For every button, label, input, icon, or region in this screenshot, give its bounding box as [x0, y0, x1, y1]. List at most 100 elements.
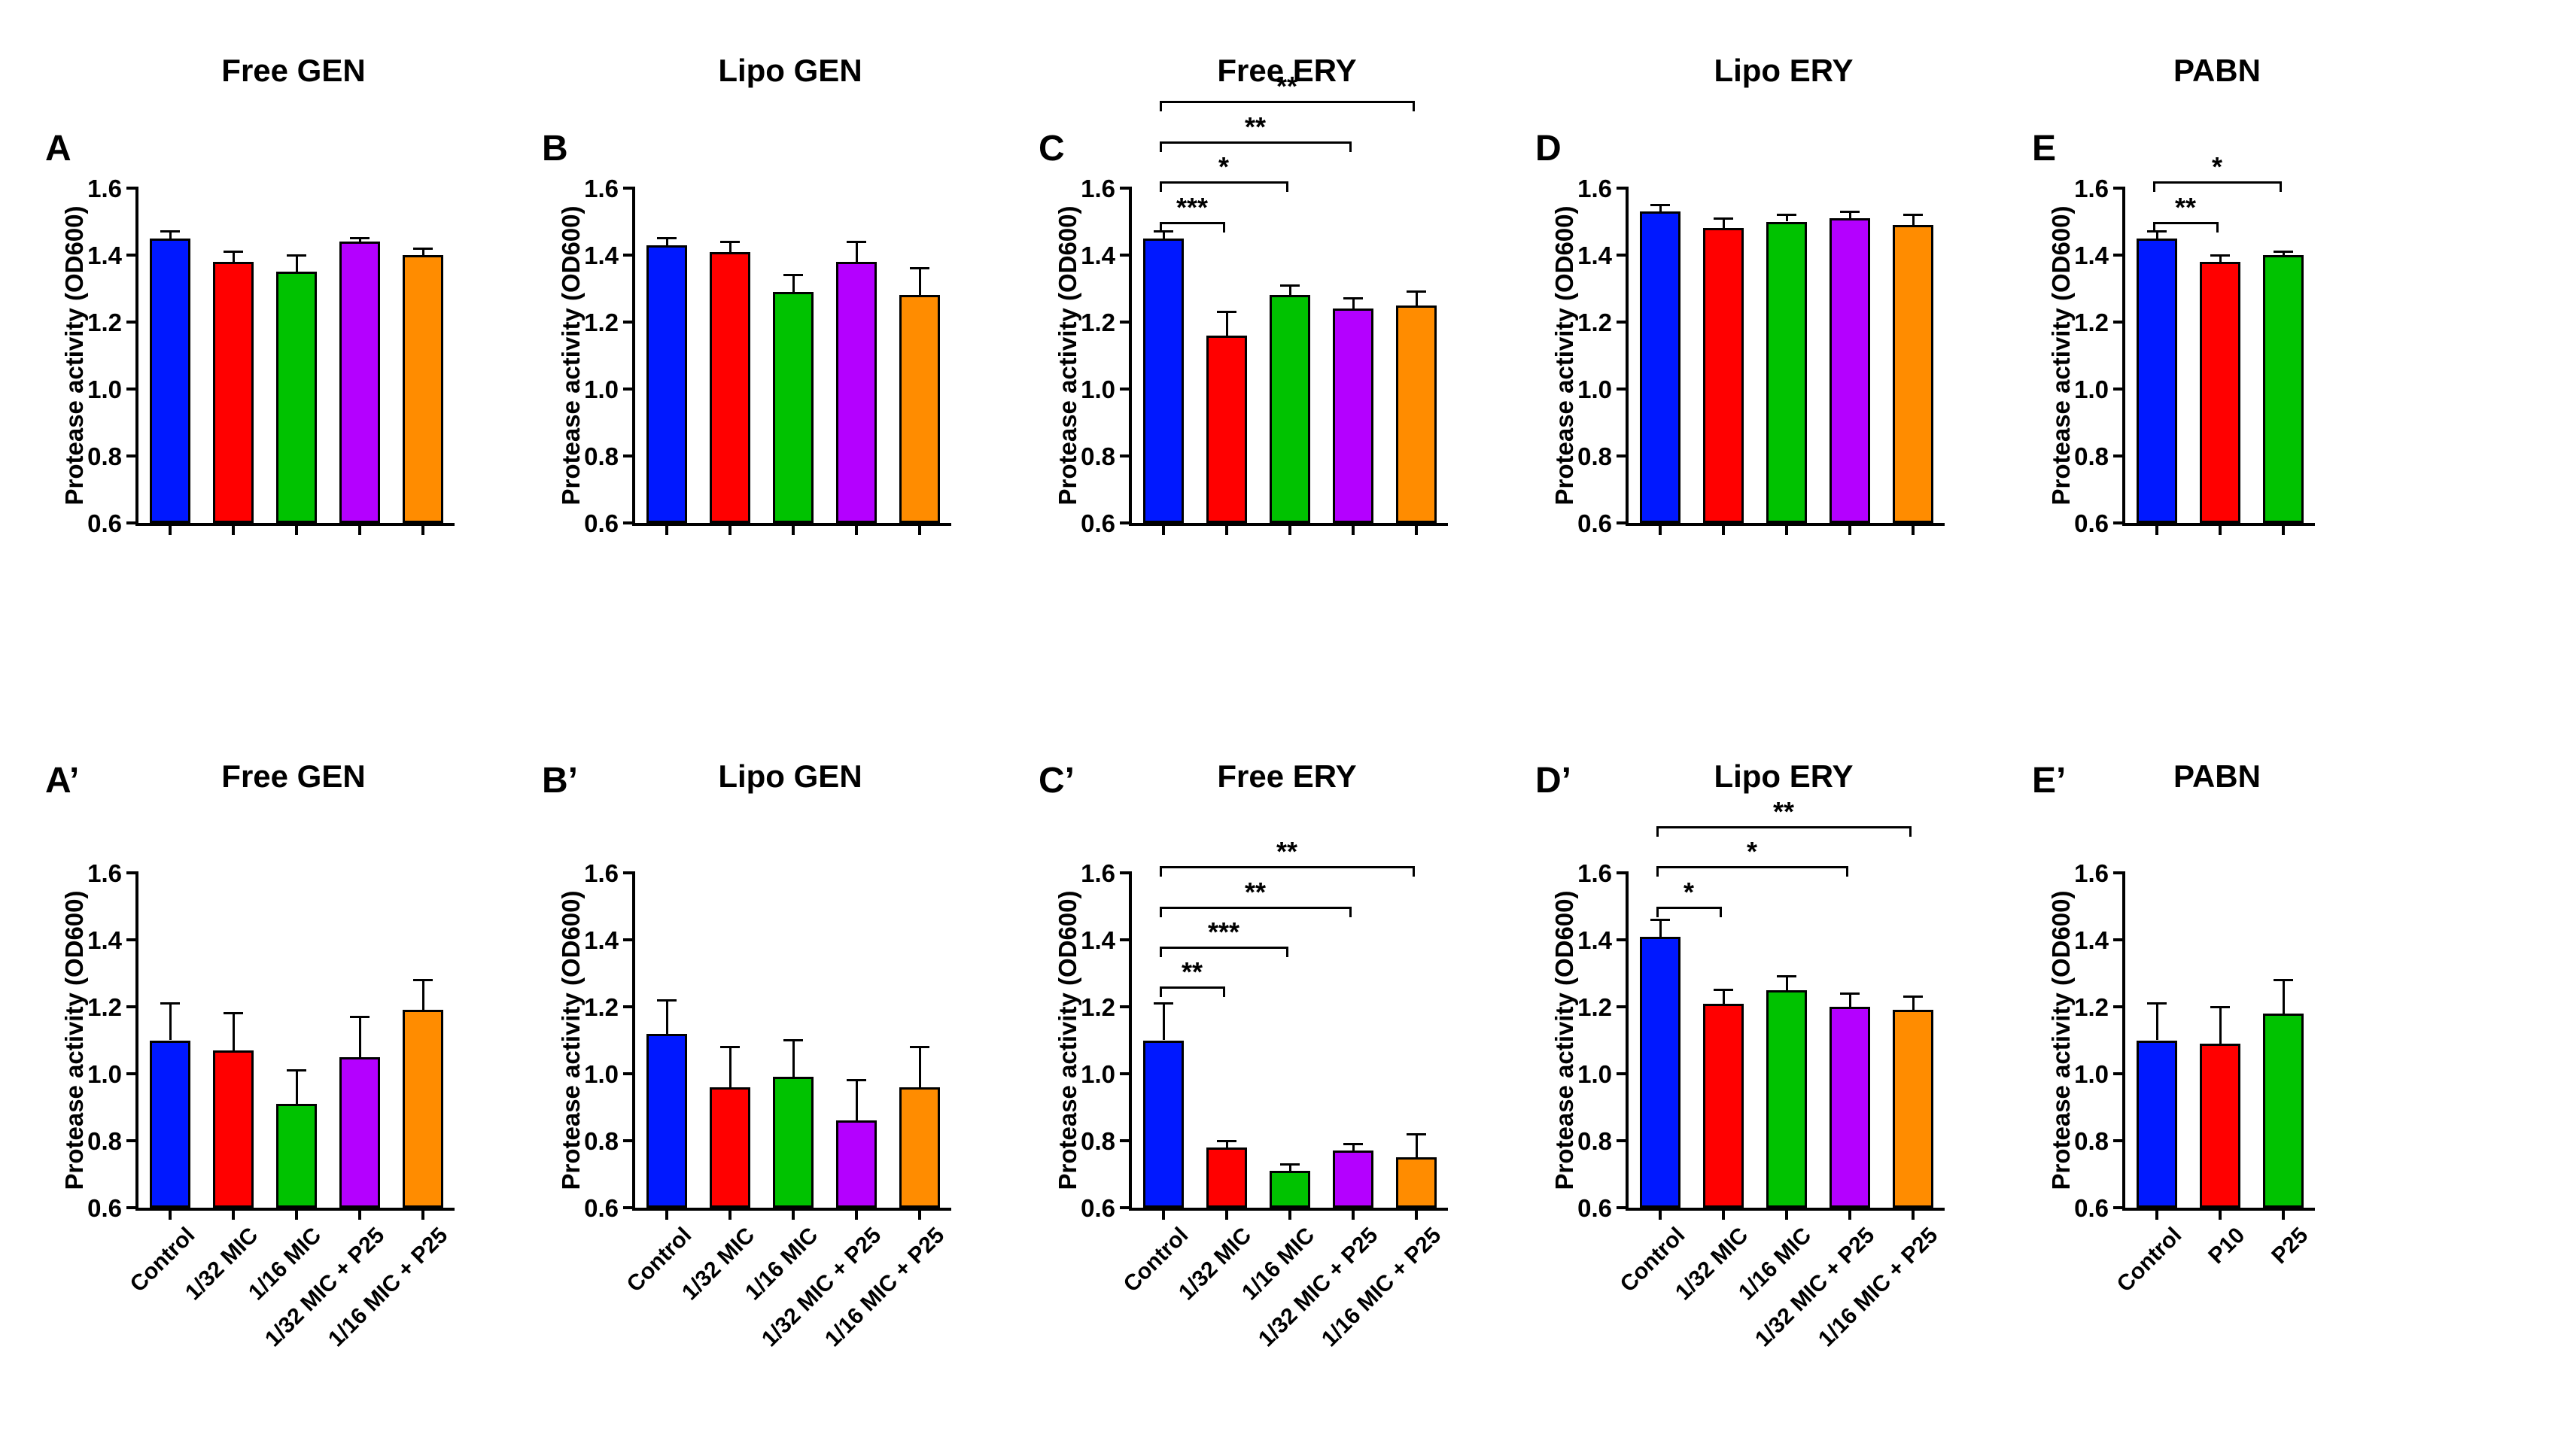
figure-root: Free GENAProtease activity (OD600)0.60.8…	[0, 0, 2561, 1456]
bar	[1396, 1157, 1437, 1208]
bar	[1893, 1010, 1934, 1208]
bar	[1396, 305, 1437, 523]
y-tick-label: 0.6	[78, 509, 122, 538]
y-axis-label: Protease activity (OD600)	[2047, 188, 2076, 523]
y-tick-label: 1.6	[78, 175, 122, 203]
y-tick-label: 0.6	[78, 1194, 122, 1223]
y-tick-label: 1.6	[1072, 175, 1115, 203]
sig-stars: *	[2172, 151, 2262, 183]
bar	[339, 1057, 381, 1208]
y-tick-label: 0.6	[1072, 1194, 1115, 1223]
y-tick-label: 1.4	[1072, 242, 1115, 270]
y-axis-label: Protease activity (OD600)	[1054, 188, 1082, 523]
panel-letter: B’	[542, 760, 578, 801]
plot-area: 0.60.81.01.21.41.6	[1129, 188, 1448, 526]
y-tick-label: 0.8	[2065, 442, 2109, 471]
bar	[1143, 239, 1185, 523]
bar	[150, 1041, 191, 1208]
sig-stars: ***	[1179, 916, 1269, 948]
bar	[2263, 1014, 2304, 1208]
bar	[339, 242, 381, 523]
sig-stars: **	[1147, 956, 1237, 988]
plot-area: 0.60.81.01.21.41.6	[1626, 188, 1945, 526]
bar	[1270, 1171, 1311, 1208]
y-tick-label: 0.6	[2065, 1194, 2109, 1223]
bar	[646, 1034, 688, 1208]
plot-area: 0.60.81.01.21.41.6	[1129, 873, 1448, 1211]
bar	[1143, 1041, 1185, 1208]
y-axis-label: Protease activity (OD600)	[60, 873, 89, 1208]
y-tick-label: 1.2	[78, 993, 122, 1022]
bar	[773, 1077, 814, 1208]
y-tick-label: 1.4	[1568, 242, 1612, 270]
plot-area: 0.60.81.01.21.41.6	[632, 873, 951, 1211]
bar	[1703, 228, 1744, 523]
y-tick-label: 1.4	[2065, 926, 2109, 955]
panel-letter: B	[542, 128, 568, 169]
y-tick-label: 1.2	[1568, 993, 1612, 1022]
panel-letter: A’	[45, 760, 79, 801]
panel-title: PABN	[2122, 53, 2312, 89]
y-tick-label: 1.2	[2065, 309, 2109, 337]
y-tick-label: 1.0	[575, 1060, 619, 1089]
bar	[1703, 1004, 1744, 1208]
y-tick-label: 1.4	[78, 242, 122, 270]
plot-area: 0.60.81.01.21.41.6	[632, 188, 951, 526]
y-axis-label: Protease activity (OD600)	[2047, 873, 2076, 1208]
y-tick-label: 1.6	[575, 175, 619, 203]
panel-title: Free GEN	[135, 53, 452, 89]
bar	[1640, 937, 1681, 1208]
sig-stars: *	[1707, 836, 1797, 868]
y-tick-label: 0.8	[1072, 442, 1115, 471]
y-tick-label: 1.4	[78, 926, 122, 955]
bar	[150, 239, 191, 523]
y-tick-label: 0.8	[78, 442, 122, 471]
y-tick-label: 1.4	[575, 242, 619, 270]
sig-stars: **	[1242, 836, 1332, 868]
y-tick-label: 1.0	[1072, 375, 1115, 404]
bar	[1333, 1151, 1374, 1208]
sig-stars: **	[2140, 192, 2231, 223]
bar	[1766, 990, 1808, 1208]
sig-stars: **	[1242, 71, 1332, 102]
bar	[1830, 218, 1871, 523]
bar	[1206, 336, 1248, 523]
y-tick-label: 1.6	[1568, 175, 1612, 203]
y-tick-label: 1.4	[575, 926, 619, 955]
y-tick-label: 1.0	[1568, 375, 1612, 404]
y-tick-label: 1.2	[575, 993, 619, 1022]
y-tick-label: 1.2	[1072, 309, 1115, 337]
bar	[1830, 1007, 1871, 1208]
panel-title: Lipo ERY	[1626, 53, 1942, 89]
bar	[1893, 225, 1934, 523]
bar	[213, 262, 254, 523]
y-tick-label: 0.6	[1072, 509, 1115, 538]
panel-letter: D	[1535, 128, 1562, 169]
bar	[899, 1087, 941, 1208]
panel-letter: E’	[2032, 760, 2066, 801]
sig-stars: *	[1179, 151, 1269, 183]
y-axis-label: Protease activity (OD600)	[557, 188, 586, 523]
panel-title: Lipo GEN	[632, 758, 948, 795]
y-axis-label: Protease activity (OD600)	[1550, 188, 1579, 523]
bar	[403, 1010, 444, 1208]
bar	[899, 295, 941, 523]
y-tick-label: 1.0	[2065, 1060, 2109, 1089]
bar	[2200, 1044, 2241, 1208]
sig-stars: **	[1210, 877, 1300, 908]
panel-letter: C	[1039, 128, 1065, 169]
bar	[773, 292, 814, 523]
y-axis-label: Protease activity (OD600)	[60, 188, 89, 523]
plot-area: 0.60.81.01.21.41.6	[135, 873, 455, 1211]
y-tick-label: 1.2	[2065, 993, 2109, 1022]
y-tick-label: 1.4	[1072, 926, 1115, 955]
bar	[1270, 295, 1311, 523]
bar	[276, 1104, 318, 1208]
y-tick-label: 1.0	[78, 375, 122, 404]
y-tick-label: 0.8	[2065, 1127, 2109, 1156]
y-tick-label: 1.0	[78, 1060, 122, 1089]
y-tick-label: 1.2	[575, 309, 619, 337]
bar	[2200, 262, 2241, 523]
bar	[276, 272, 318, 523]
y-tick-label: 1.2	[78, 309, 122, 337]
